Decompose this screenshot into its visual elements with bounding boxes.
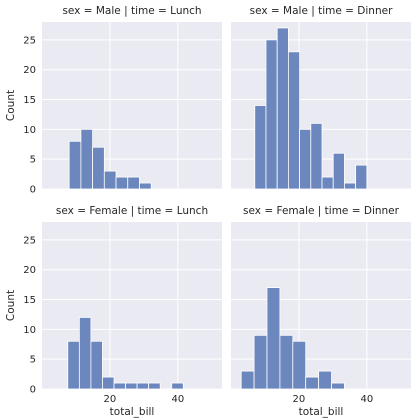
x-axis-label: total_bill (299, 406, 344, 418)
facet-panel-2: sex = Male | time = Dinner (231, 5, 411, 190)
y-tick-label: 5 (30, 155, 36, 166)
y-tick-label: 0 (30, 385, 36, 396)
histogram-bar (287, 51, 301, 190)
facet-panel-1: sex = Male | time = Lunch 0 5 10 15 20 25 Count (5, 5, 222, 196)
histogram-bar (318, 370, 332, 390)
x-tick-label: 40 (171, 394, 184, 405)
histogram-bar (92, 146, 105, 190)
histogram-bar (67, 340, 80, 390)
y-tick-label: 10 (23, 325, 36, 336)
y-tick-label: 15 (23, 295, 36, 306)
histogram-bar (279, 334, 294, 390)
histogram-bar (136, 382, 150, 390)
facet-panel-3: sex = Female | time = Lunch 0 5 10 15 20 25 Cou… (5, 205, 222, 418)
x-tick-label: 20 (104, 394, 117, 405)
histogram-bar (292, 340, 307, 390)
y-tick-label: 25 (23, 235, 36, 246)
histogram-bar (115, 176, 129, 190)
histogram-bar (276, 27, 289, 190)
facet-title: sex = Male | time = Dinner (250, 5, 393, 17)
y-axis-label: Count (5, 290, 17, 321)
y-axis-label: Count (5, 90, 17, 121)
histogram-bar (80, 128, 94, 190)
histogram-bar (266, 287, 281, 390)
y-tick-label: 0 (30, 185, 36, 196)
histogram-bar (103, 170, 117, 190)
y-tick-label: 15 (23, 95, 36, 106)
histogram-bar (265, 39, 278, 190)
histogram-bar (305, 376, 320, 390)
histogram-bar (68, 140, 82, 190)
histogram-bar (331, 382, 345, 390)
histogram-bar (102, 376, 115, 390)
histogram-bar (344, 182, 357, 190)
y-tick-label: 20 (23, 65, 36, 76)
histogram-bar (310, 122, 323, 190)
y-tick-label: 20 (23, 265, 36, 276)
histogram-bar (171, 382, 184, 390)
y-tick-label: 5 (30, 355, 36, 366)
facet-title: sex = Male | time = Lunch (62, 5, 201, 17)
histogram-bar (299, 128, 312, 190)
histogram-bar (254, 105, 267, 190)
histogram-bar (253, 334, 268, 390)
histogram-bar (125, 382, 138, 390)
histogram-bar (127, 176, 140, 190)
histogram-bar (148, 382, 161, 390)
histogram-bar (78, 317, 92, 390)
histogram-bar (240, 370, 255, 390)
histogram-bar (332, 152, 345, 190)
histogram-bar (90, 340, 103, 390)
facet-panel-4: sex = Female | time = Dinner 20 40 total_bi… (231, 205, 411, 418)
x-axis-label: total_bill (110, 406, 155, 418)
histogram-bar (355, 164, 368, 190)
histogram-bar (321, 176, 334, 190)
x-tick-label: 40 (360, 394, 373, 405)
histogram-bar (113, 382, 126, 390)
facet-title: sex = Female | time = Dinner (243, 205, 400, 217)
y-tick-label: 10 (23, 125, 36, 136)
histogram-bar (139, 182, 152, 190)
x-tick-label: 20 (293, 394, 306, 405)
y-tick-label: 25 (23, 35, 36, 46)
facet-title: sex = Female | time = Lunch (56, 205, 208, 217)
